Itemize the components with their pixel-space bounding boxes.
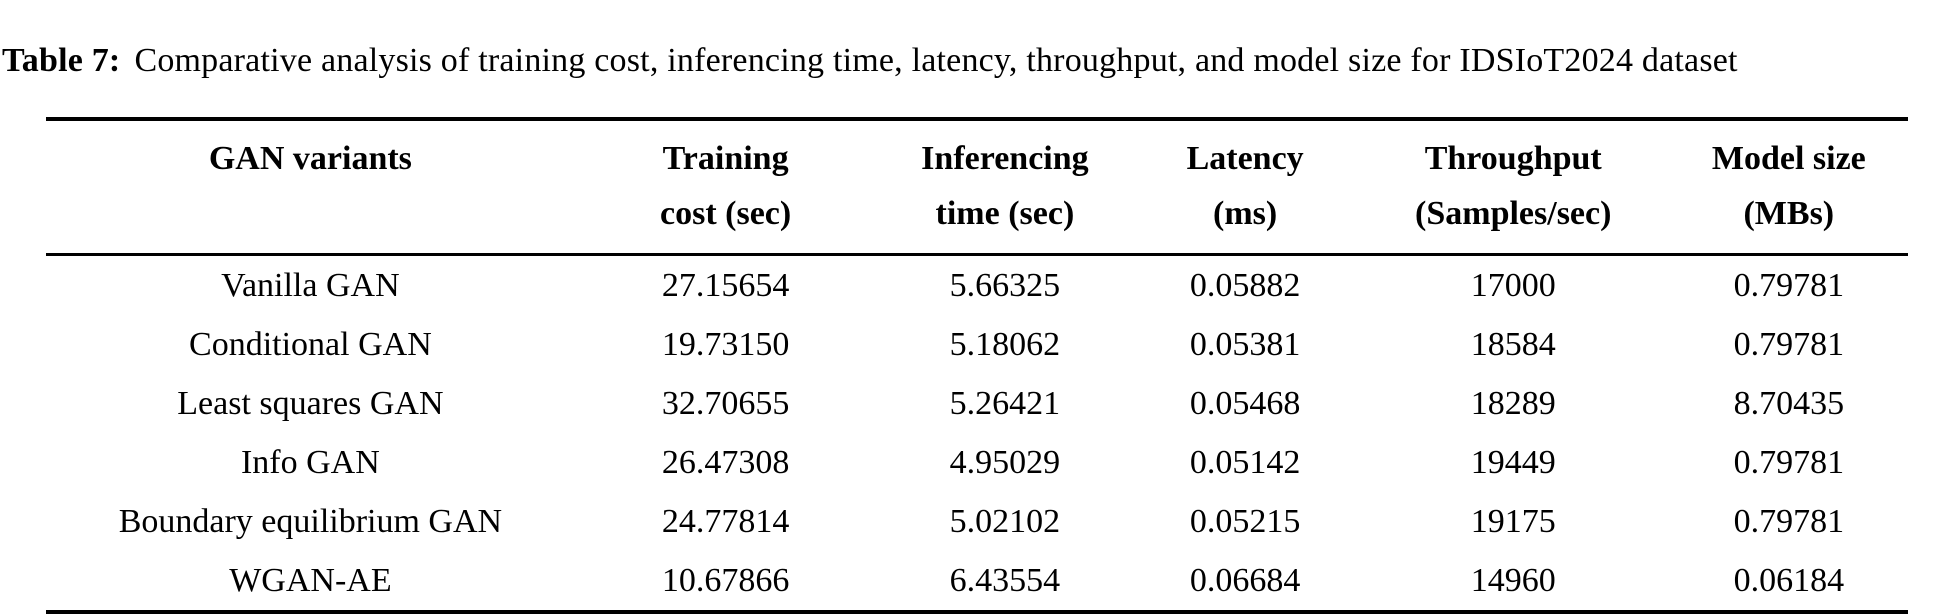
column-header-throughput: Throughput (Samples/sec) — [1357, 119, 1670, 255]
header-line: (MBs) — [1743, 195, 1835, 233]
cell-latency: 0.05381 — [1189, 325, 1301, 363]
header-line: Inferencing — [921, 140, 1089, 178]
cell-variant: Boundary equilibrium GAN — [118, 502, 503, 540]
cell-throughput: 18289 — [1470, 384, 1556, 422]
cell-model-size: 0.79781 — [1733, 266, 1845, 304]
table-caption-text: Comparative analysis of training cost, i… — [134, 42, 1738, 79]
header-line: Training — [662, 140, 789, 178]
header-line: Throughput — [1424, 140, 1602, 178]
cell-training-cost: 19.73150 — [661, 325, 790, 363]
cell-throughput: 19449 — [1470, 443, 1556, 481]
table-row-least-squares-gan: Least squares GAN 32.70655 5.26421 0.054… — [46, 374, 1908, 433]
cell-throughput: 17000 — [1470, 266, 1556, 304]
column-header-gan-variants: GAN variants — [46, 119, 575, 255]
cell-latency: 0.05468 — [1189, 384, 1301, 422]
cell-training-cost: 27.15654 — [661, 266, 790, 304]
cell-throughput: 19175 — [1470, 502, 1556, 540]
cell-inferencing: 5.26421 — [949, 384, 1061, 422]
column-header-latency: Latency (ms) — [1133, 119, 1356, 255]
header-line: Latency — [1186, 140, 1304, 178]
results-table: GAN variants Training cost (sec) Inferen… — [46, 117, 1908, 614]
cell-model-size: 0.79781 — [1733, 325, 1845, 363]
header-line: time (sec) — [935, 195, 1075, 233]
header-row: GAN variants Training cost (sec) Inferen… — [46, 119, 1908, 255]
table-body: Vanilla GAN 27.15654 5.66325 0.05882 170… — [46, 255, 1908, 613]
cell-inferencing: 5.02102 — [949, 502, 1061, 540]
cell-model-size: 0.06184 — [1733, 561, 1845, 599]
table-caption: Table 7: Comparative analysis of training… — [0, 34, 1954, 83]
cell-variant: Vanilla GAN — [221, 266, 400, 304]
cell-latency: 0.05882 — [1189, 266, 1301, 304]
table-row-boundary-equilibrium-gan: Boundary equilibrium GAN 24.77814 5.0210… — [46, 492, 1908, 551]
cell-inferencing: 5.66325 — [949, 266, 1061, 304]
cell-model-size: 0.79781 — [1733, 502, 1845, 540]
column-header-model-size: Model size (MBs) — [1670, 119, 1908, 255]
header-line: GAN variants — [208, 140, 412, 178]
cell-latency: 0.05142 — [1189, 443, 1301, 481]
cell-model-size: 8.70435 — [1733, 384, 1845, 422]
cell-training-cost: 32.70655 — [661, 384, 790, 422]
cell-model-size: 0.79781 — [1733, 443, 1845, 481]
cell-training-cost: 10.67866 — [661, 561, 790, 599]
header-line: Model size — [1711, 140, 1866, 178]
header-line: (ms) — [1213, 195, 1278, 233]
table-row-info-gan: Info GAN 26.47308 4.95029 0.05142 19449 … — [46, 433, 1908, 492]
table-header: GAN variants Training cost (sec) Inferen… — [46, 119, 1908, 255]
cell-inferencing: 4.95029 — [949, 443, 1061, 481]
cell-latency: 0.05215 — [1189, 502, 1301, 540]
column-header-inferencing-time: Inferencing time (sec) — [876, 119, 1133, 255]
header-line: cost (sec) — [660, 195, 792, 233]
cell-training-cost: 26.47308 — [661, 443, 790, 481]
header-line: (Samples/sec) — [1415, 195, 1612, 233]
cell-variant: Conditional GAN — [189, 325, 432, 363]
cell-inferencing: 6.43554 — [949, 561, 1061, 599]
table-row-wgan-ae: WGAN-AE 10.67866 6.43554 0.06684 14960 0… — [46, 551, 1908, 612]
cell-throughput: 18584 — [1470, 325, 1556, 363]
table-caption-label: Table 7: — [2, 42, 121, 79]
column-header-training-cost: Training cost (sec) — [575, 119, 877, 255]
cell-variant: Info GAN — [240, 443, 380, 481]
cell-latency: 0.06684 — [1189, 561, 1301, 599]
table-row-vanilla-gan: Vanilla GAN 27.15654 5.66325 0.05882 170… — [46, 255, 1908, 316]
cell-inferencing: 5.18062 — [949, 325, 1061, 363]
cell-throughput: 14960 — [1470, 561, 1556, 599]
cell-variant: Least squares GAN — [177, 384, 444, 422]
cell-variant: WGAN-AE — [229, 561, 392, 599]
cell-training-cost: 24.77814 — [661, 502, 790, 540]
table-row-conditional-gan: Conditional GAN 19.73150 5.18062 0.05381… — [46, 315, 1908, 374]
